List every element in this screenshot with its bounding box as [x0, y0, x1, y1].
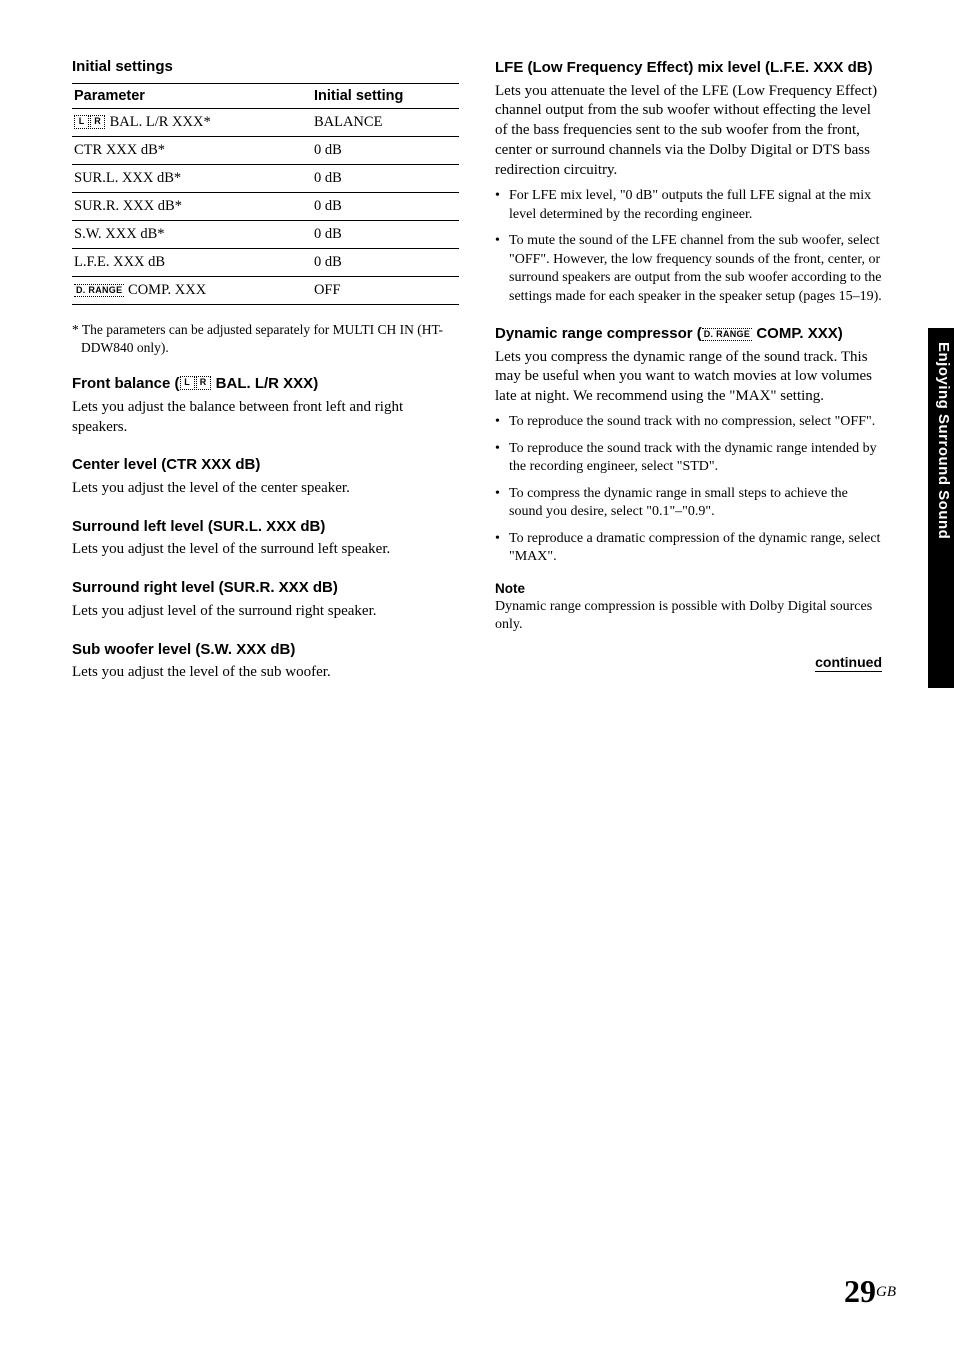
- table-cell-parameter: L.F.E. XXX dB: [72, 249, 312, 277]
- footnote-text: * The parameters can be adjusted separat…: [72, 321, 459, 356]
- speaker-icon: L: [74, 115, 89, 129]
- table-header-initial: Initial setting: [312, 84, 459, 109]
- note-heading: Note: [495, 581, 882, 596]
- table-header-parameter: Parameter: [72, 84, 312, 109]
- table-cell-value: 0 dB: [312, 137, 459, 165]
- section-body: Lets you adjust the level of the sub woo…: [72, 663, 459, 683]
- section-title: Center level (CTR XXX dB): [72, 455, 459, 475]
- list-item: To reproduce the sound track with no com…: [495, 413, 882, 431]
- drange-icon: D. RANGE: [702, 328, 752, 341]
- table-cell-parameter: SUR.R. XXX dB*: [72, 193, 312, 221]
- initial-settings-heading: Initial settings: [72, 58, 459, 75]
- section-body: Lets you adjust the level of the surroun…: [72, 540, 459, 560]
- left-column: Initial settings Parameter Initial setti…: [72, 58, 459, 683]
- table-cell-parameter: CTR XXX dB*: [72, 137, 312, 165]
- section-title: Front balance (LR BAL. L/R XXX): [72, 374, 459, 394]
- list-item: To reproduce the sound track with the dy…: [495, 440, 882, 477]
- table-cell-value: BALANCE: [312, 109, 459, 137]
- drc-bullets: To reproduce the sound track with no com…: [495, 413, 882, 566]
- speaker-icon: R: [90, 115, 105, 129]
- list-item: For LFE mix level, "0 dB" outputs the fu…: [495, 187, 882, 224]
- table-cell-value: 0 dB: [312, 249, 459, 277]
- table-cell-value: 0 dB: [312, 221, 459, 249]
- table-cell-parameter: S.W. XXX dB*: [72, 221, 312, 249]
- note-body: Dynamic range compression is possible wi…: [495, 598, 882, 634]
- side-tab: Enjoying Surround Sound: [928, 0, 954, 1352]
- list-item: To reproduce a dramatic compression of t…: [495, 530, 882, 567]
- section-title: Surround left level (SUR.L. XXX dB): [72, 517, 459, 537]
- lfe-title: LFE (Low Frequency Effect) mix level (L.…: [495, 58, 882, 78]
- drc-title: Dynamic range compressor (D. RANGE COMP.…: [495, 324, 882, 344]
- continued-indicator: continued: [495, 654, 882, 670]
- speaker-icon: L: [180, 376, 195, 390]
- right-column: LFE (Low Frequency Effect) mix level (L.…: [495, 58, 882, 683]
- table-cell-parameter: D. RANGE COMP. XXX: [72, 277, 312, 305]
- table-cell-value: 0 dB: [312, 193, 459, 221]
- table-cell-value: 0 dB: [312, 165, 459, 193]
- lfe-bullets: For LFE mix level, "0 dB" outputs the fu…: [495, 187, 882, 306]
- lfe-body: Lets you attenuate the level of the LFE …: [495, 82, 882, 182]
- parameters-table: Parameter Initial setting LR BAL. L/R XX…: [72, 83, 459, 305]
- section-title: Surround right level (SUR.R. XXX dB): [72, 578, 459, 598]
- table-cell-value: OFF: [312, 277, 459, 305]
- section-body: Lets you adjust the balance between fron…: [72, 398, 459, 438]
- drc-body: Lets you compress the dynamic range of t…: [495, 348, 882, 408]
- page-number: 29GB: [844, 1273, 896, 1310]
- list-item: To mute the sound of the LFE channel fro…: [495, 232, 882, 306]
- speaker-icon: R: [196, 376, 211, 390]
- section-body: Lets you adjust the level of the center …: [72, 479, 459, 499]
- drc-title-post: COMP. XXX): [752, 325, 843, 342]
- table-cell-parameter: SUR.L. XXX dB*: [72, 165, 312, 193]
- section-title: Sub woofer level (S.W. XXX dB): [72, 640, 459, 660]
- table-cell-parameter: LR BAL. L/R XXX*: [72, 109, 312, 137]
- drc-title-pre: Dynamic range compressor (: [495, 325, 702, 342]
- list-item: To compress the dynamic range in small s…: [495, 485, 882, 522]
- drange-icon: D. RANGE: [74, 284, 124, 297]
- side-tab-text: Enjoying Surround Sound: [935, 342, 952, 539]
- section-body: Lets you adjust level of the surround ri…: [72, 602, 459, 622]
